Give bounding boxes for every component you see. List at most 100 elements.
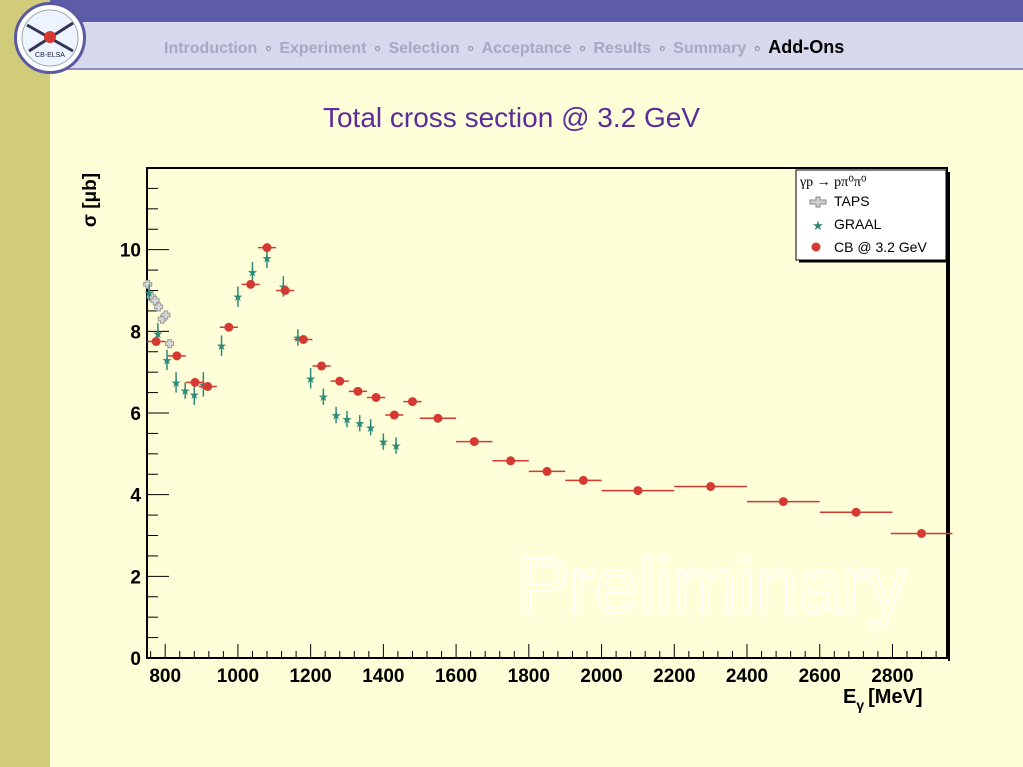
graal-star-marker: ★ xyxy=(216,339,227,353)
y-tick-label: 2 xyxy=(130,567,141,588)
cb-data-point xyxy=(456,437,493,447)
cb-circle-marker xyxy=(433,413,443,423)
legend-box xyxy=(795,169,947,261)
nav-item-selection[interactable]: Selection xyxy=(388,40,460,57)
taps-cross-marker xyxy=(143,279,153,289)
section-navigation-bar xyxy=(50,22,1023,70)
cb-circle-marker xyxy=(542,466,552,476)
graal-star-marker: ★ xyxy=(365,421,376,435)
cb-data-point xyxy=(385,410,404,420)
cb-circle-marker xyxy=(506,456,516,466)
legend-label: CB @ 3.2 GeV xyxy=(834,239,927,255)
x-tick-label: 1600 xyxy=(435,666,477,687)
graal-data-point: ★ xyxy=(354,415,365,432)
cb-data-point xyxy=(348,386,367,396)
y-tick-label: 8 xyxy=(130,322,141,343)
detector-emblem-icon: CB-ELSA xyxy=(21,9,79,67)
graal-star-marker: ★ xyxy=(342,413,353,427)
taps-data-point xyxy=(165,339,175,349)
cb-circle-marker xyxy=(706,482,716,491)
cb-circle-marker xyxy=(578,475,588,485)
taps-data-point xyxy=(154,302,164,312)
graal-star-marker: ★ xyxy=(171,376,182,390)
cb-data-point xyxy=(294,335,313,344)
cb-circle-marker xyxy=(851,507,861,517)
taps-data-point xyxy=(143,279,153,289)
graal-data-point: ★ xyxy=(189,384,200,405)
x-tick-label: 1400 xyxy=(362,666,404,687)
x-axis-label: Eγ [MeV] xyxy=(843,686,923,713)
cb-data-point xyxy=(276,286,295,295)
graal-star-marker: ★ xyxy=(354,417,365,431)
legend-label: GRAAL xyxy=(834,216,882,232)
nav-item-experiment[interactable]: Experiment xyxy=(279,40,367,57)
nav-separator: ∘ xyxy=(752,40,763,57)
cb-data-point xyxy=(147,337,166,347)
legend: γp → pπ⁰π⁰ TAPS ★ GRAAL CB @ 3.2 GeV xyxy=(795,169,949,263)
cb-data-point xyxy=(819,507,893,517)
cb-data-point xyxy=(312,361,331,371)
cb-data-point xyxy=(330,376,349,386)
x-tick-label: 2000 xyxy=(580,666,622,687)
legend-label: TAPS xyxy=(834,193,870,209)
x-tick-label: 1000 xyxy=(217,666,259,687)
cb-circle-marker xyxy=(778,497,788,507)
graal-star-marker: ★ xyxy=(189,388,200,402)
nav-separator: ∘ xyxy=(577,40,588,57)
cb-circle-marker xyxy=(371,392,381,402)
nav-item-add-ons[interactable]: Add-Ons xyxy=(768,37,845,57)
graal-star-marker: ★ xyxy=(180,384,191,398)
nav-item-results[interactable]: Results xyxy=(593,40,652,57)
cb-data-point xyxy=(219,322,238,332)
slide-title: Total cross section @ 3.2 GeV xyxy=(322,102,701,133)
cb-circle-marker xyxy=(407,397,417,407)
cb-data-point xyxy=(890,528,953,538)
cb-circle-marker xyxy=(633,486,643,496)
nav-separator: ∘ xyxy=(372,40,383,57)
taps-cross-marker xyxy=(157,314,167,324)
nav-item-acceptance[interactable]: Acceptance xyxy=(481,40,572,57)
graal-data-point: ★ xyxy=(247,261,258,283)
legend-star-marker: ★ xyxy=(812,218,824,233)
graal-data-point: ★ xyxy=(180,382,191,399)
sidebar-strip xyxy=(0,0,50,767)
graal-data-point: ★ xyxy=(342,410,353,428)
cb-data-point xyxy=(419,413,457,423)
graal-data-point: ★ xyxy=(293,329,303,346)
nav-separator: ∘ xyxy=(465,40,476,57)
graal-star-marker: ★ xyxy=(233,290,244,304)
graal-data-point: ★ xyxy=(318,388,329,405)
cb-circle-marker xyxy=(224,322,234,332)
cb-circle-marker xyxy=(203,381,213,391)
x-tick-label: 2200 xyxy=(653,666,695,687)
cb-data-point xyxy=(185,377,205,387)
graal-data-point: ★ xyxy=(391,437,401,454)
cb-data-point xyxy=(747,497,820,507)
taps-cross-marker xyxy=(161,310,171,320)
x-tick-label: 2800 xyxy=(871,666,913,687)
cb-circle-marker xyxy=(190,377,200,387)
nav-item-summary[interactable]: Summary xyxy=(673,40,747,57)
cb-circle-marker xyxy=(151,337,161,347)
x-axis-label-main: E xyxy=(843,686,856,708)
cb-data-point xyxy=(241,279,260,289)
nav-item-introduction[interactable]: Introduction xyxy=(164,40,258,57)
legend-entry-graal: ★ GRAAL xyxy=(812,216,882,233)
y-tick-label: 0 xyxy=(130,649,141,670)
legend-header: γp → pπ⁰π⁰ xyxy=(799,175,867,190)
graal-data-point: ★ xyxy=(365,419,376,436)
taps-cross-marker xyxy=(165,339,175,349)
taps-cross-marker xyxy=(154,302,164,312)
cb-data-point xyxy=(528,466,566,476)
legend-circle-marker xyxy=(811,242,821,252)
cb-circle-marker xyxy=(353,386,363,396)
y-axis-label: σ [μb] xyxy=(80,173,101,227)
nav-separator: ∘ xyxy=(657,40,668,57)
graal-star-marker: ★ xyxy=(247,266,258,280)
breadcrumb: Introduction ∘ Experiment ∘ Selection ∘ Accept… xyxy=(164,37,844,58)
y-tick-label: 10 xyxy=(120,241,141,262)
graal-data-point: ★ xyxy=(305,368,316,389)
graal-data-point: ★ xyxy=(331,406,341,424)
watermark-text: Preliminary xyxy=(517,541,907,629)
